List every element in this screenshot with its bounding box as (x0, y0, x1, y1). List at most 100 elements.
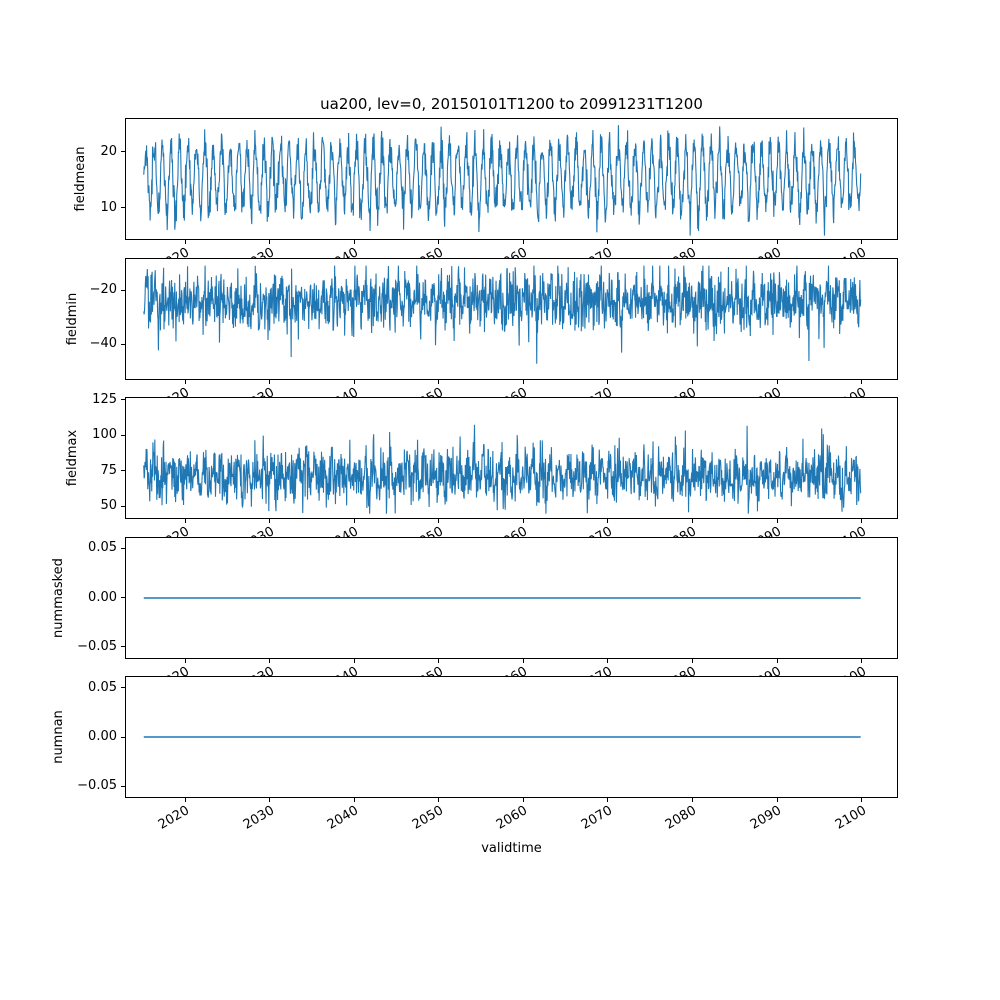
y-axis-label-nummasked: nummasked (51, 557, 66, 638)
y-tick-label: 125 (92, 391, 117, 407)
y-tick-label: −0.05 (77, 778, 117, 794)
y-tickmark (121, 289, 125, 291)
y-tick-label: −40 (89, 336, 117, 352)
x-tickmark (691, 798, 693, 802)
y-tickmark (121, 505, 125, 507)
plot-area-fieldmax (143, 424, 862, 514)
x-tickmark (776, 379, 778, 384)
y-tickmark (121, 785, 125, 787)
x-tickmark (184, 798, 186, 802)
x-tickmark (522, 798, 524, 802)
y-tick-label: 100 (92, 427, 117, 443)
y-axis-label-fieldmean: fieldmean (72, 146, 88, 212)
x-tickmark (607, 379, 609, 384)
x-tickmark (522, 240, 524, 244)
y-tickmark (121, 470, 125, 472)
y-tickmark (121, 399, 125, 401)
x-tick-label: 2020 (155, 803, 193, 833)
x-tickmark (438, 658, 440, 663)
x-tickmark (522, 658, 524, 663)
y-tick-label: 0.05 (88, 679, 117, 695)
y-tickmark (121, 151, 125, 153)
x-tick-label: 2040 (325, 803, 362, 833)
x-tickmark (353, 379, 355, 384)
y-axis-label-fieldmin: fieldmin (65, 292, 81, 345)
y-tickmark (121, 736, 125, 738)
y-tick-label: 20 (100, 143, 117, 159)
plot-area-numnan (143, 736, 861, 738)
plot-area-nummasked (143, 596, 861, 599)
x-tickmark (861, 798, 863, 802)
y-tickmark (121, 646, 125, 648)
x-tickmark (691, 379, 693, 384)
x-tickmark (184, 240, 186, 244)
x-tickmark (861, 658, 863, 663)
y-tick-label: 50 (100, 498, 117, 514)
y-tick-label: −20 (89, 282, 117, 298)
x-tickmark (353, 240, 355, 244)
x-tick-label: 2050 (409, 803, 446, 833)
x-tickmark (269, 240, 271, 244)
y-axis-label-fieldmax: fieldmax (65, 429, 81, 487)
x-tickmark (438, 519, 440, 523)
plot-area-fieldmin (143, 265, 862, 364)
x-tick-label: 2070 (578, 803, 615, 833)
y-tickmark (121, 434, 125, 436)
x-tickmark (438, 798, 440, 802)
x-tickmark (184, 658, 186, 663)
subplot-fieldmin (125, 257, 898, 380)
x-tickmark (522, 519, 524, 523)
subplot-numnan (125, 676, 898, 798)
x-tickmark (353, 798, 355, 802)
y-tickmark (121, 687, 125, 689)
x-tickmark (269, 379, 271, 384)
y-tickmark (121, 343, 125, 345)
fieldmean-line (143, 125, 862, 236)
x-tickmark (861, 240, 863, 244)
fieldmax-line (143, 424, 862, 514)
x-tickmark (184, 379, 186, 384)
x-tick-label: 2090 (747, 803, 785, 833)
x-tick-label: 2100 (832, 803, 869, 833)
x-tickmark (861, 379, 863, 384)
x-tickmark (776, 240, 778, 244)
y-tickmark (121, 597, 125, 598)
x-tickmark (269, 519, 271, 523)
x-tickmark (691, 519, 693, 523)
fieldmin-line (143, 265, 862, 364)
x-tickmark (607, 519, 609, 523)
y-tickmark (121, 207, 125, 209)
x-tickmark (776, 798, 778, 802)
x-tickmark (269, 658, 271, 663)
x-tickmark (438, 240, 440, 244)
x-tickmark (522, 379, 524, 384)
x-tickmark (269, 798, 271, 802)
subplot-fieldmax (125, 397, 898, 519)
y-tick-label: −0.05 (77, 638, 117, 654)
y-tick-label: 0.00 (88, 589, 117, 605)
subplot-fieldmean (125, 118, 898, 240)
x-tickmark (607, 798, 609, 802)
subplot-nummasked (125, 536, 898, 659)
x-tickmark (607, 240, 609, 244)
y-tick-label: 0.05 (88, 540, 117, 556)
chart-title: ua200, lev=0, 20150101T1200 to 20991231T… (320, 95, 703, 113)
y-axis-label-numnan: numnan (51, 710, 66, 764)
x-tickmark (438, 379, 440, 384)
x-tickmark (353, 658, 355, 663)
plot-area-fieldmean (143, 125, 862, 236)
y-tick-label: 0.00 (88, 729, 117, 744)
x-tickmark (691, 240, 693, 244)
x-tick-label: 2030 (240, 803, 277, 833)
x-tick-label: 2060 (494, 803, 531, 833)
x-tickmark (607, 658, 609, 663)
x-tickmark (776, 519, 778, 523)
y-tick-label: 75 (100, 462, 117, 478)
x-axis-label: validtime (481, 841, 542, 856)
x-tick-label: 2080 (663, 803, 700, 833)
x-tickmark (861, 519, 863, 523)
x-tickmark (184, 519, 186, 523)
y-tick-label: 10 (100, 199, 117, 215)
x-tickmark (353, 519, 355, 523)
